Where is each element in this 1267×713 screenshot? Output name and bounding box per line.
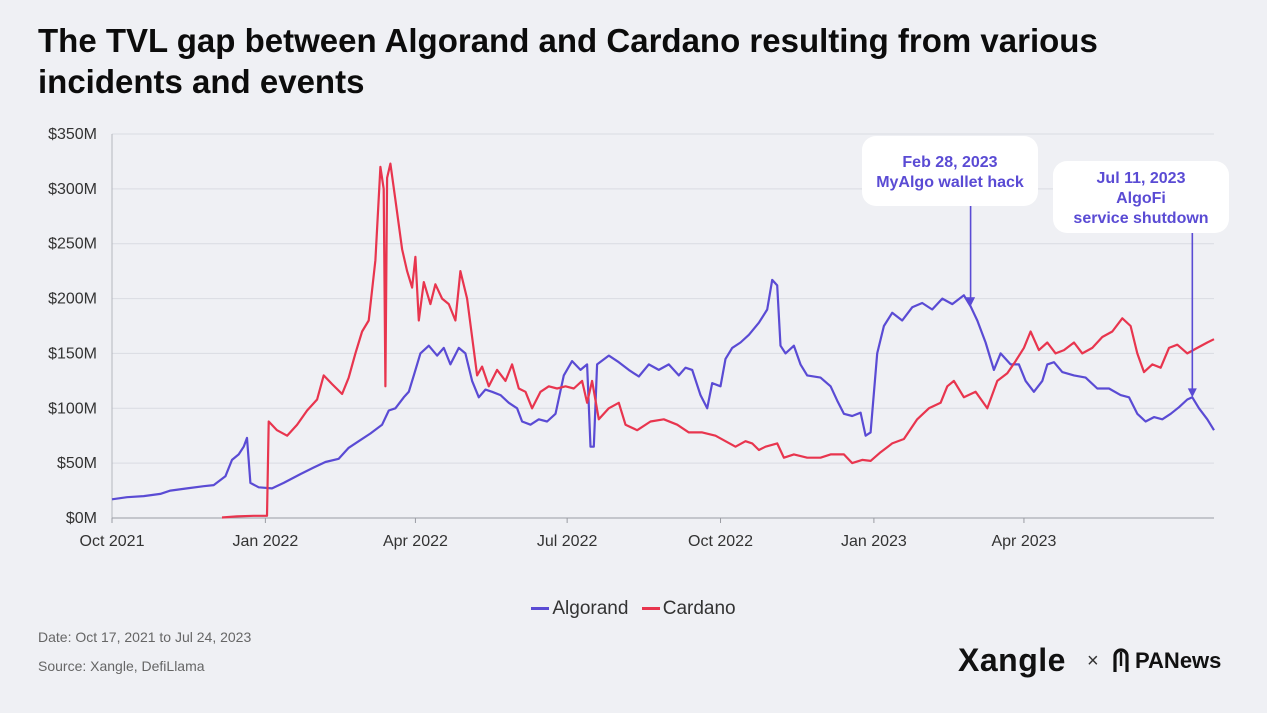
annotation-text: Jul 11, 2023 bbox=[1097, 170, 1186, 187]
y-tick-label: $300M bbox=[48, 181, 97, 198]
times-separator: × bbox=[1087, 650, 1099, 672]
annotation-text: Feb 28, 2023 bbox=[902, 154, 997, 171]
annotation: Jul 11, 2023 AlgoFi service shutdown bbox=[1053, 161, 1229, 398]
x-tick-label: Jan 2022 bbox=[232, 533, 298, 550]
legend-label-algorand: Algorand bbox=[552, 597, 629, 619]
series-lines bbox=[111, 162, 1215, 519]
panews-logo: PANews bbox=[1112, 648, 1221, 674]
legend-label-cardano: Cardano bbox=[662, 597, 736, 619]
legend-swatch-cardano bbox=[641, 607, 660, 610]
annotation-box bbox=[862, 136, 1038, 206]
y-tick-label: $250M bbox=[48, 236, 97, 253]
y-tick-label: $150M bbox=[48, 345, 97, 362]
annotation-box bbox=[1053, 161, 1229, 233]
y-tick-label: $0M bbox=[66, 510, 97, 527]
series-line-cardano[interactable] bbox=[221, 162, 1215, 519]
legend-swatch-algorand bbox=[531, 607, 550, 610]
x-tick-label: Jan 2023 bbox=[841, 533, 907, 550]
date-range-note: Date: Oct 17, 2021 to Jul 24, 2023 bbox=[38, 629, 252, 645]
source-note: Source: Xangle, DefiLlama bbox=[38, 658, 205, 674]
annotation-arrowhead bbox=[966, 297, 976, 307]
y-tick-label: $100M bbox=[48, 400, 97, 417]
annotation: Feb 28, 2023 MyAlgo wallet hack bbox=[862, 136, 1038, 307]
legend: Algorand Cardano bbox=[0, 594, 1267, 620]
legend-item-cardano[interactable]: Cardano bbox=[641, 597, 736, 620]
x-tick-label: Oct 2022 bbox=[688, 533, 753, 550]
annotation-arrowhead bbox=[1187, 388, 1197, 398]
annotations: Feb 28, 2023 MyAlgo wallet hack Jul 11, 20… bbox=[862, 136, 1229, 398]
x-tick-label: Apr 2022 bbox=[383, 533, 448, 550]
y-tick-label: $200M bbox=[48, 291, 97, 308]
panews-logo-text: PANews bbox=[1135, 648, 1222, 673]
x-tick-label: Apr 2023 bbox=[991, 533, 1056, 550]
x-tick-label: Oct 2021 bbox=[80, 533, 145, 550]
panews-mark-icon bbox=[1113, 648, 1129, 672]
legend-item-algorand[interactable]: Algorand bbox=[531, 598, 628, 620]
gridlines bbox=[112, 133, 1214, 519]
y-axis: $0M $50M $100M $150M $200M $250M $300M $350M bbox=[48, 126, 113, 527]
x-tick-label: Jul 2022 bbox=[537, 533, 598, 550]
annotation-text: MyAlgo wallet hack bbox=[876, 174, 1024, 191]
chart-title: The TVL gap between Algorand and Cardano… bbox=[38, 22, 1098, 100]
y-tick-label: $50M bbox=[57, 455, 97, 472]
annotation-text: AlgoFi bbox=[1116, 190, 1166, 207]
xangle-logo: Xangle bbox=[958, 642, 1066, 678]
y-tick-label: $350M bbox=[48, 126, 97, 143]
annotation-text: service shutdown bbox=[1073, 210, 1208, 227]
x-axis: Oct 2021 Jan 2022 Apr 2022 Jul 2022 Oct 2022… bbox=[80, 517, 1214, 550]
series-line-algorand[interactable] bbox=[111, 278, 1215, 501]
